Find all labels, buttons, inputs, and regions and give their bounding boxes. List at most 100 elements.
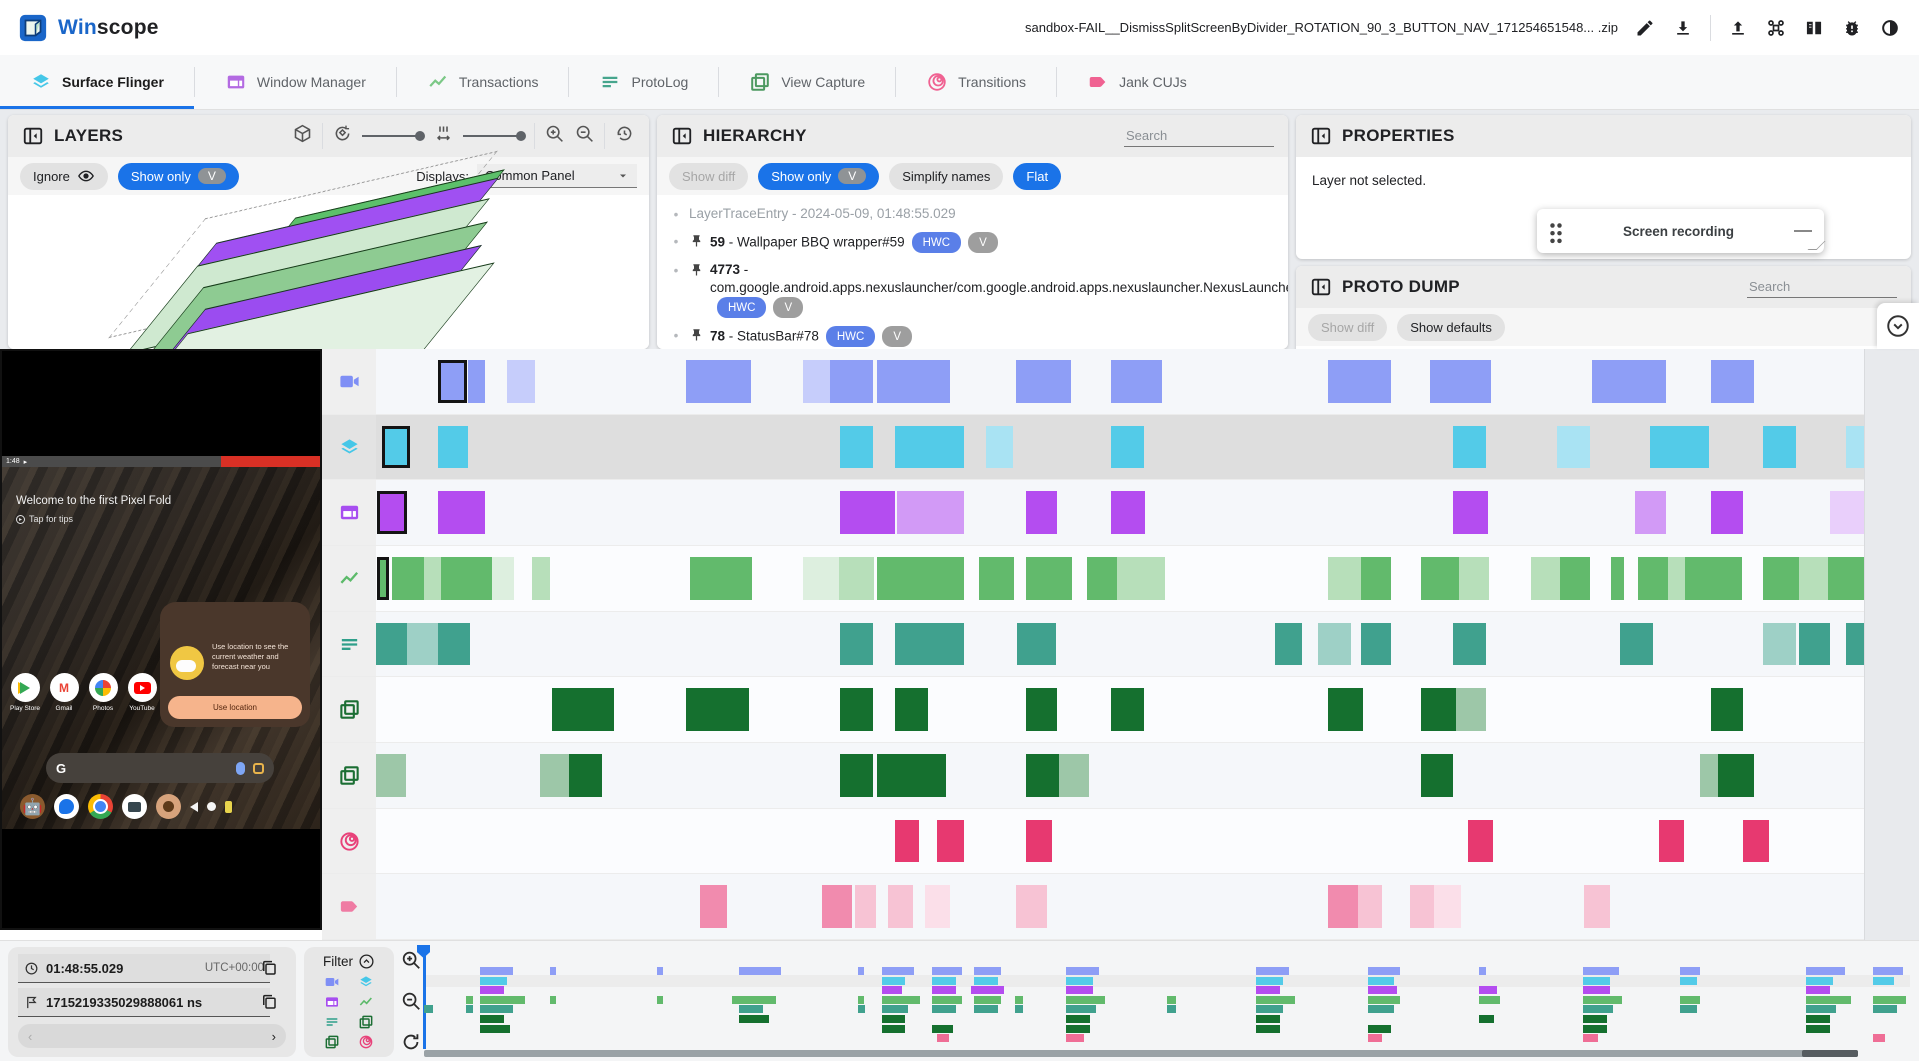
trace-entry-block[interactable] xyxy=(1026,557,1073,600)
trace-entry-block[interactable] xyxy=(855,885,876,929)
trace-entry-block[interactable] xyxy=(1743,819,1769,863)
trace-entry-block[interactable] xyxy=(1274,622,1302,666)
rotation-icon[interactable] xyxy=(332,123,353,149)
zoom-in-icon[interactable] xyxy=(544,123,565,149)
pin-icon[interactable] xyxy=(689,328,704,343)
trace-entry-block[interactable] xyxy=(895,819,920,863)
trace-entry-block[interactable] xyxy=(803,359,830,403)
documentation-icon[interactable] xyxy=(1803,17,1825,39)
trace-entry-block[interactable] xyxy=(376,754,406,797)
trace-entry-block[interactable] xyxy=(829,359,873,403)
trace-entry-block[interactable] xyxy=(468,359,485,403)
trace-entry-block[interactable] xyxy=(840,622,873,666)
zoom-out-icon[interactable] xyxy=(574,123,595,149)
hierarchy-tree-item[interactable]: • 59 - Wallpaper BBQ wrapper#59 HWC V xyxy=(667,228,1284,257)
collapse-filter-icon[interactable] xyxy=(358,953,375,970)
trace-entry-block[interactable] xyxy=(1453,425,1487,469)
timeline-zoom-out-icon[interactable] xyxy=(400,990,424,1014)
trace-entry-block[interactable] xyxy=(1111,425,1144,469)
trace-entry-block[interactable] xyxy=(877,557,964,600)
trace-entry-block[interactable] xyxy=(936,819,964,863)
trace-entry-block[interactable] xyxy=(1685,557,1742,600)
trace-entry-block[interactable] xyxy=(1560,557,1591,600)
timeline-track-transactions[interactable] xyxy=(376,546,1864,611)
transitions-trace-icon[interactable] xyxy=(322,808,376,874)
next-entry-button[interactable]: › xyxy=(271,1028,276,1044)
spacing-icon[interactable] xyxy=(433,123,454,149)
trace-entry-block[interactable] xyxy=(1611,557,1625,600)
view-capture-1-trace-icon[interactable] xyxy=(322,677,376,743)
trace-entry-block[interactable] xyxy=(376,622,408,666)
trace-entry-block[interactable] xyxy=(423,557,442,600)
protolog-trace-icon[interactable] xyxy=(322,611,376,677)
previous-entry-button[interactable]: ‹ xyxy=(28,1028,33,1044)
trace-entry-block[interactable] xyxy=(1453,622,1487,666)
show-only-visible-button[interactable]: Show only V xyxy=(758,162,880,190)
minimap-range-bar[interactable] xyxy=(424,1050,1858,1057)
timeline-minimap[interactable] xyxy=(417,945,1910,1057)
trace-entry-block[interactable] xyxy=(1649,425,1710,469)
trace-entry-block[interactable] xyxy=(877,754,946,797)
trace-entry-block[interactable] xyxy=(1459,557,1489,600)
timeline-track-surface-flinger[interactable] xyxy=(376,415,1864,480)
trace-entry-block[interactable] xyxy=(1111,491,1146,534)
trace-entry-block[interactable] xyxy=(1591,359,1667,403)
tab-transitions[interactable]: Transitions xyxy=(896,55,1056,109)
tab-transactions[interactable]: Transactions xyxy=(397,55,569,109)
trace-entry-block[interactable] xyxy=(1317,622,1351,666)
hierarchy-tree-item[interactable]: • LayerTraceEntry - 2024-05-09, 01:48:55.… xyxy=(667,201,1284,228)
tab-surface-flinger[interactable]: Surface Flinger xyxy=(0,55,194,109)
timeline-track-protolog[interactable] xyxy=(376,612,1864,677)
filter-toggle-protolog-icon[interactable] xyxy=(324,1014,340,1030)
trace-entry-block[interactable] xyxy=(822,885,853,929)
trace-entry-block[interactable] xyxy=(1410,885,1434,929)
collapse-panel-icon[interactable] xyxy=(1310,276,1332,298)
filter-toggle-screen-recording-icon[interactable] xyxy=(324,974,340,990)
trace-entry-block[interactable] xyxy=(840,425,873,469)
hierarchy-tree-item[interactable]: • 4773 - com.google.android.apps.nexuslau… xyxy=(667,257,1288,322)
trace-entry-block[interactable] xyxy=(838,557,875,600)
tab-window-manager[interactable]: Window Manager xyxy=(195,55,396,109)
tab-protolog[interactable]: ProtoLog xyxy=(569,55,718,109)
trace-entry-block[interactable] xyxy=(441,557,493,600)
timeline-zoom-in-icon[interactable] xyxy=(400,949,424,973)
show-defaults-button[interactable]: Show defaults xyxy=(1397,313,1505,341)
trace-entry-block[interactable] xyxy=(1111,688,1144,732)
trace-entry-block[interactable] xyxy=(895,688,929,732)
trace-entry-block[interactable] xyxy=(1087,557,1117,600)
trace-entry-block[interactable] xyxy=(1634,491,1667,534)
selected-trace-entry-block[interactable] xyxy=(377,491,408,534)
trace-entry-block[interactable] xyxy=(492,557,515,600)
trace-entry-block[interactable] xyxy=(685,688,750,732)
spacing-slider[interactable] xyxy=(463,131,526,141)
collapse-panel-icon[interactable] xyxy=(671,125,693,147)
jank-cujs-trace-icon[interactable] xyxy=(322,874,376,940)
pin-icon[interactable] xyxy=(689,234,704,249)
edit-filename-icon[interactable] xyxy=(1634,17,1656,39)
trace-entry-block[interactable] xyxy=(700,885,728,929)
selected-trace-entry-block[interactable] xyxy=(381,425,411,469)
selected-trace-entry-block[interactable] xyxy=(438,359,467,403)
trace-entry-block[interactable] xyxy=(840,754,873,797)
filter-toggle-transactions-icon[interactable] xyxy=(358,994,374,1010)
simplify-names-button[interactable]: Simplify names xyxy=(889,162,1004,190)
trace-entry-block[interactable] xyxy=(925,885,951,929)
trace-entry-block[interactable] xyxy=(1710,688,1744,732)
transactions-trace-icon[interactable] xyxy=(322,546,376,611)
download-icon[interactable] xyxy=(1672,17,1694,39)
trace-entry-block[interactable] xyxy=(1420,557,1460,600)
hierarchy-tree-item[interactable]: • 78 - StatusBar#78 HWC V xyxy=(667,322,1284,349)
trace-entry-block[interactable] xyxy=(1710,491,1744,534)
filter-toggle-view-capture-2-icon[interactable] xyxy=(324,1034,340,1050)
show-diff-button[interactable]: Show diff xyxy=(1308,313,1388,341)
trace-entry-block[interactable] xyxy=(1584,885,1610,929)
trace-entry-block[interactable] xyxy=(1846,622,1864,666)
trace-entry-block[interactable] xyxy=(1026,819,1052,863)
rotation-slider[interactable] xyxy=(362,131,425,141)
trace-entry-block[interactable] xyxy=(1429,359,1491,403)
trace-entry-block[interactable] xyxy=(1433,885,1461,929)
filter-toggle-transitions-icon[interactable] xyxy=(358,1034,374,1050)
ignore-button[interactable]: Ignore xyxy=(20,162,108,190)
trace-entry-block[interactable] xyxy=(551,688,615,732)
view-capture-2-trace-icon[interactable] xyxy=(322,743,376,808)
